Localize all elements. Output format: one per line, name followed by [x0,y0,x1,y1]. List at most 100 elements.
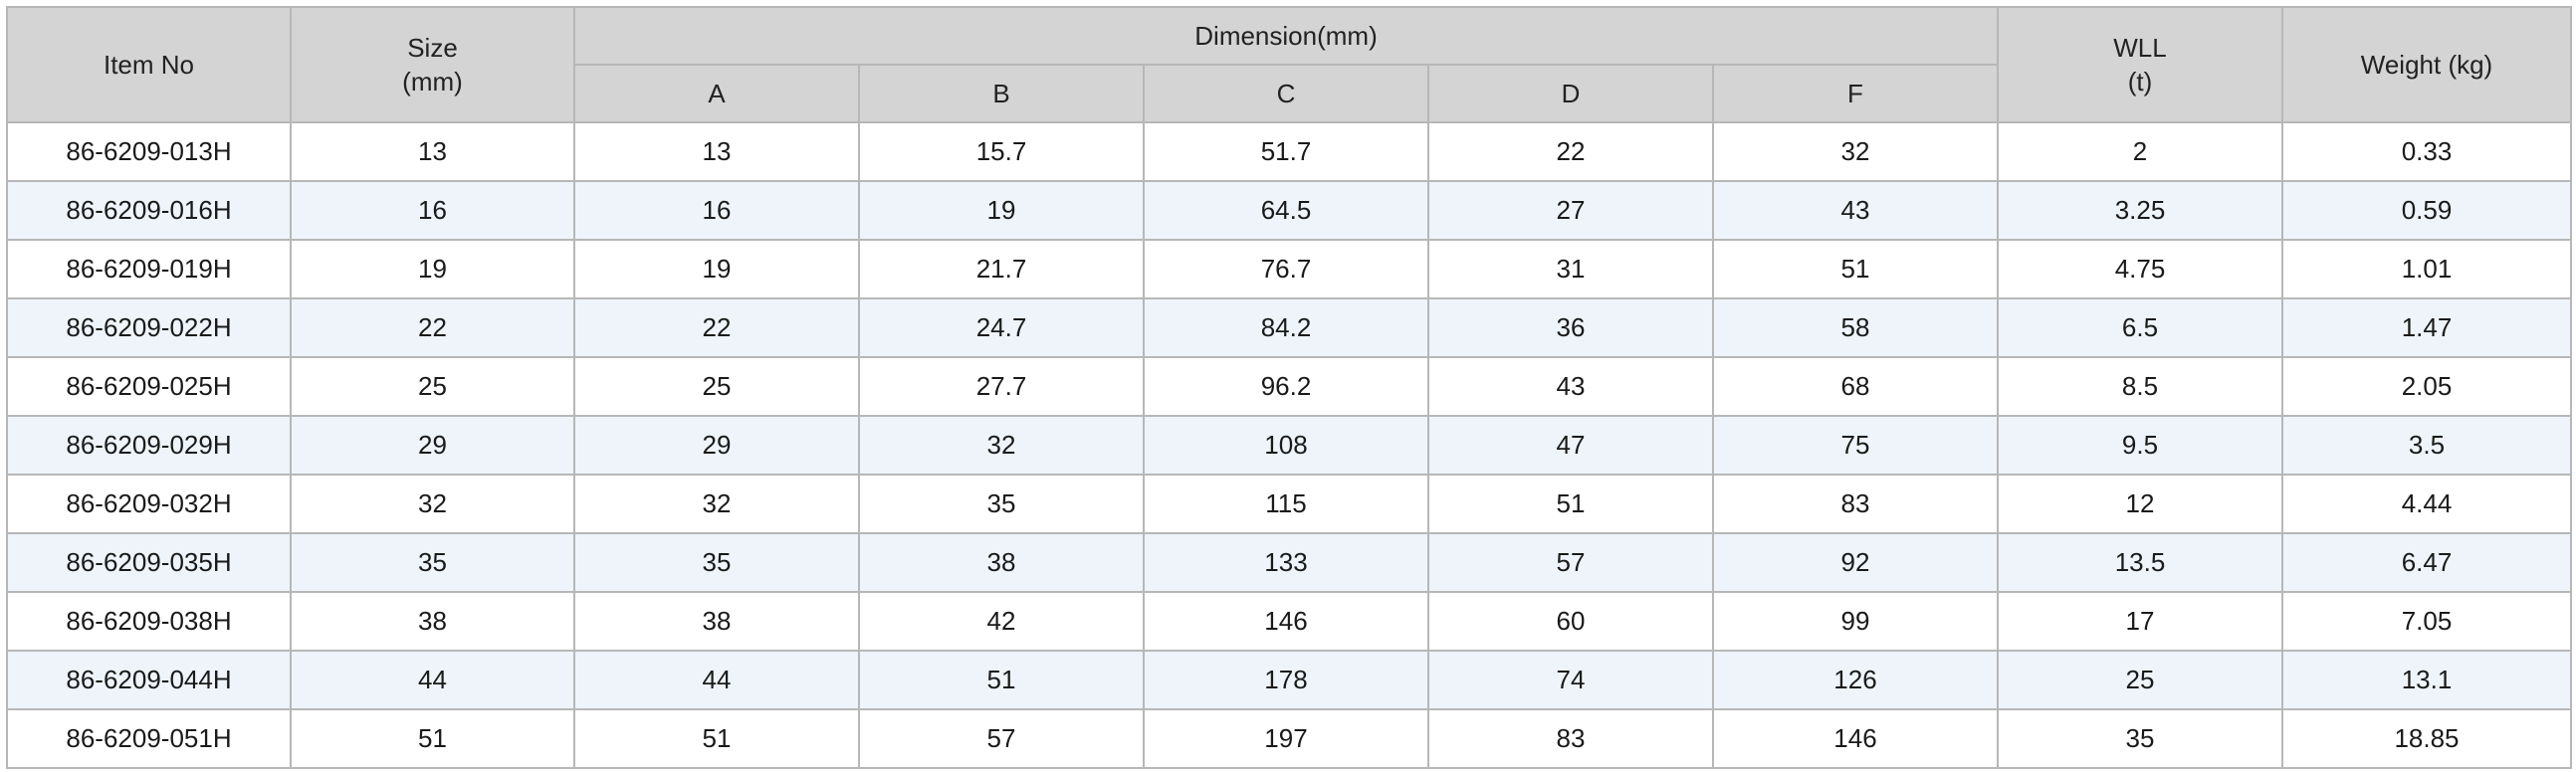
cell-weight: 4.44 [2281,474,2572,534]
table-row: 86-6209-035H 35 35 38 133 57 92 13.5 6.47 [6,532,2572,593]
cell-wll: 4.75 [1997,239,2283,299]
cell-dim-a: 19 [573,239,860,299]
cell-dim-f: 43 [1712,180,1999,241]
cell-dim-b: 21.7 [858,239,1145,299]
cell-dim-f: 146 [1712,708,1999,769]
cell-item-no: 86-6209-029H [6,415,292,476]
cell-dim-f: 58 [1712,297,1999,358]
cell-dim-a: 44 [573,650,860,710]
header-dimension: Dimension(mm) [573,6,1999,66]
header-dim-f: F [1712,64,1999,123]
cell-dim-b: 19 [858,180,1145,241]
header-dim-a: A [573,64,860,123]
cell-wll: 9.5 [1997,415,2283,476]
cell-size: 44 [290,650,575,710]
cell-size: 32 [290,474,575,534]
table-row: 86-6209-019H 19 19 21.7 76.7 31 51 4.75 1.01 [6,239,2572,299]
cell-dim-a: 38 [573,591,860,652]
cell-dim-d: 47 [1427,415,1714,476]
header-wll-unit: (t) [2127,67,2153,96]
cell-weight: 7.05 [2281,591,2572,652]
cell-size: 25 [290,356,575,417]
cell-dim-c: 133 [1143,532,1429,593]
cell-dim-b: 24.7 [858,297,1145,358]
table-row: 86-6209-032H 32 32 35 115 51 83 12 4.44 [6,474,2572,534]
cell-size: 38 [290,591,575,652]
cell-dim-d: 74 [1427,650,1714,710]
cell-size: 19 [290,239,575,299]
cell-dim-a: 22 [573,297,860,358]
header-dim-b: B [858,64,1145,123]
cell-dim-c: 115 [1143,474,1429,534]
cell-wll: 6.5 [1997,297,2283,358]
cell-weight: 1.01 [2281,239,2572,299]
header-dim-c: C [1143,64,1429,123]
cell-wll: 2 [1997,121,2283,182]
cell-dim-f: 75 [1712,415,1999,476]
table-row: 86-6209-022H 22 22 24.7 84.2 36 58 6.5 1.47 [6,297,2572,358]
cell-item-no: 86-6209-035H [6,532,292,593]
cell-item-no: 86-6209-032H [6,474,292,534]
cell-dim-f: 68 [1712,356,1999,417]
header-size: Size (mm) [290,6,575,123]
cell-dim-b: 38 [858,532,1145,593]
cell-dim-c: 84.2 [1143,297,1429,358]
cell-item-no: 86-6209-038H [6,591,292,652]
header-item-no: Item No [6,6,292,123]
table-body: 86-6209-013H 13 13 15.7 51.7 22 32 2 0.33 86-6209… [6,121,2572,769]
table-row: 86-6209-044H 44 44 51 178 74 126 25 13.1 [6,650,2572,710]
cell-dim-d: 83 [1427,708,1714,769]
cell-dim-b: 57 [858,708,1145,769]
cell-weight: 3.5 [2281,415,2572,476]
cell-dim-c: 51.7 [1143,121,1429,182]
cell-dim-b: 42 [858,591,1145,652]
cell-item-no: 86-6209-013H [6,121,292,182]
cell-dim-a: 35 [573,532,860,593]
cell-weight: 18.85 [2281,708,2572,769]
cell-dim-d: 60 [1427,591,1714,652]
cell-item-no: 86-6209-016H [6,180,292,241]
cell-dim-c: 146 [1143,591,1429,652]
cell-wll: 35 [1997,708,2283,769]
cell-dim-d: 43 [1427,356,1714,417]
cell-dim-c: 76.7 [1143,239,1429,299]
header-wll: WLL (t) [1997,6,2283,123]
table-row: 86-6209-029H 29 29 32 108 47 75 9.5 3.5 [6,415,2572,476]
cell-wll: 3.25 [1997,180,2283,241]
cell-dim-b: 51 [858,650,1145,710]
cell-dim-b: 32 [858,415,1145,476]
cell-size: 13 [290,121,575,182]
table-row: 86-6209-038H 38 38 42 146 60 99 17 7.05 [6,591,2572,652]
cell-dim-d: 36 [1427,297,1714,358]
cell-wll: 17 [1997,591,2283,652]
cell-dim-d: 31 [1427,239,1714,299]
cell-dim-f: 83 [1712,474,1999,534]
table-row: 86-6209-025H 25 25 27.7 96.2 43 68 8.5 2.05 [6,356,2572,417]
cell-weight: 2.05 [2281,356,2572,417]
cell-weight: 0.33 [2281,121,2572,182]
cell-wll: 13.5 [1997,532,2283,593]
table-row: 86-6209-013H 13 13 15.7 51.7 22 32 2 0.33 [6,121,2572,182]
cell-dim-d: 51 [1427,474,1714,534]
table-row: 86-6209-051H 51 51 57 197 83 146 35 18.85 [6,708,2572,769]
cell-dim-b: 35 [858,474,1145,534]
table-header: Item No Size (mm) Dimension(mm) WLL (t) … [6,6,2572,123]
header-weight: Weight (kg) [2281,6,2572,123]
cell-size: 16 [290,180,575,241]
cell-dim-f: 92 [1712,532,1999,593]
cell-item-no: 86-6209-044H [6,650,292,710]
cell-size: 29 [290,415,575,476]
cell-dim-a: 16 [573,180,860,241]
header-size-unit: (mm) [402,67,463,96]
cell-item-no: 86-6209-025H [6,356,292,417]
cell-dim-d: 57 [1427,532,1714,593]
cell-dim-c: 108 [1143,415,1429,476]
cell-size: 51 [290,708,575,769]
cell-item-no: 86-6209-051H [6,708,292,769]
spec-table: Item No Size (mm) Dimension(mm) WLL (t) … [6,6,2572,769]
cell-dim-c: 197 [1143,708,1429,769]
cell-dim-f: 99 [1712,591,1999,652]
cell-weight: 0.59 [2281,180,2572,241]
header-dim-d: D [1427,64,1714,123]
cell-weight: 1.47 [2281,297,2572,358]
